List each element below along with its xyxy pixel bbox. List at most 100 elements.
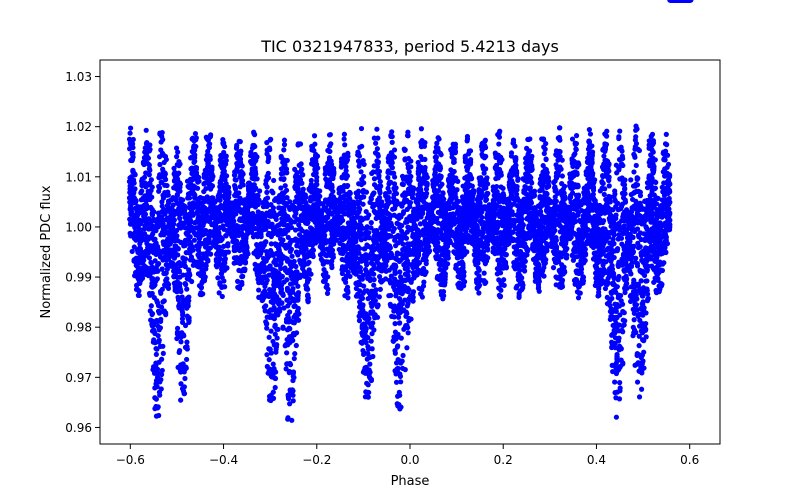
data-point: [156, 261, 162, 267]
data-point: [322, 232, 328, 238]
data-point: [225, 243, 231, 249]
data-point: [184, 286, 190, 292]
data-point: [148, 259, 154, 266]
data-point: [341, 131, 348, 137]
data-point: [147, 167, 153, 173]
data-point: [158, 377, 164, 383]
data-point: [376, 168, 383, 175]
data-point: [130, 136, 136, 143]
data-point: [299, 180, 305, 186]
data-point: [397, 392, 403, 398]
data-point: [303, 286, 309, 292]
data-point: [284, 157, 290, 164]
data-point: [143, 127, 149, 133]
data-point: [223, 265, 230, 271]
data-point: [176, 159, 182, 165]
data-point: [397, 269, 403, 275]
data-point: [343, 168, 349, 174]
data-point: [149, 194, 155, 200]
data-point: [388, 252, 394, 258]
data-point: [163, 312, 169, 318]
scatter-series: [126, 0, 694, 423]
data-point: [375, 135, 381, 141]
data-point: [305, 292, 311, 298]
data-point: [441, 293, 447, 299]
data-point: [437, 163, 443, 169]
data-point: [358, 125, 365, 132]
data-point: [452, 148, 458, 154]
data-point: [176, 163, 182, 169]
data-point: [236, 149, 242, 155]
data-point: [152, 395, 158, 401]
data-point: [341, 136, 347, 142]
data-point: [365, 389, 371, 396]
data-point: [370, 320, 376, 326]
data-point: [377, 286, 383, 292]
chart-title: TIC 0321947833, period 5.4213 days: [260, 37, 559, 56]
data-point: [177, 188, 183, 194]
data-point: [392, 203, 399, 209]
data-point: [389, 129, 395, 135]
data-point: [406, 180, 412, 186]
data-point: [467, 148, 474, 154]
data-point: [156, 185, 163, 191]
data-point: [148, 177, 154, 183]
data-point: [361, 283, 367, 289]
data-point: [315, 188, 321, 195]
data-point: [254, 154, 260, 160]
data-point: [207, 141, 213, 147]
data-point: [209, 167, 215, 173]
data-point: [369, 170, 375, 177]
data-point: [192, 155, 198, 161]
data-point: [202, 275, 208, 281]
data-point: [329, 247, 336, 253]
data-point: [424, 182, 430, 188]
data-point: [390, 228, 396, 234]
data-point: [256, 287, 262, 293]
data-point: [290, 398, 296, 404]
data-point: [156, 412, 162, 419]
data-point: [262, 283, 268, 289]
data-point: [367, 361, 373, 367]
data-point: [368, 220, 374, 226]
data-point: [338, 216, 345, 222]
data-point: [391, 170, 397, 176]
data-point: [157, 325, 164, 331]
data-point: [171, 221, 177, 227]
data-point: [375, 302, 381, 308]
data-point: [385, 174, 391, 181]
data-point: [189, 244, 195, 250]
data-point: [284, 350, 290, 356]
data-point: [198, 285, 204, 291]
data-point: [182, 375, 188, 382]
data-point: [270, 389, 276, 395]
data-point: [281, 176, 287, 182]
data-point: [270, 205, 276, 211]
data-point: [167, 215, 173, 221]
data-point: [157, 392, 163, 398]
data-point: [424, 174, 430, 180]
data-point: [223, 173, 230, 179]
data-point: [375, 153, 381, 159]
data-point: [363, 326, 369, 332]
data-point: [374, 314, 381, 320]
data-point: [360, 201, 366, 207]
data-point: [405, 330, 411, 336]
data-point: [163, 156, 169, 163]
data-point: [281, 142, 288, 148]
data-point: [178, 196, 184, 202]
data-point: [159, 367, 165, 374]
data-point: [267, 147, 273, 153]
data-point: [400, 352, 406, 359]
data-point: [359, 276, 365, 282]
data-point: [274, 335, 280, 341]
data-point: [308, 271, 314, 277]
data-point: [183, 281, 189, 288]
data-point: [175, 246, 181, 252]
data-point: [444, 261, 451, 267]
data-point: [408, 164, 414, 170]
data-point: [265, 158, 271, 165]
data-point: [420, 210, 426, 216]
data-point: [210, 173, 216, 179]
data-point: [327, 148, 333, 155]
